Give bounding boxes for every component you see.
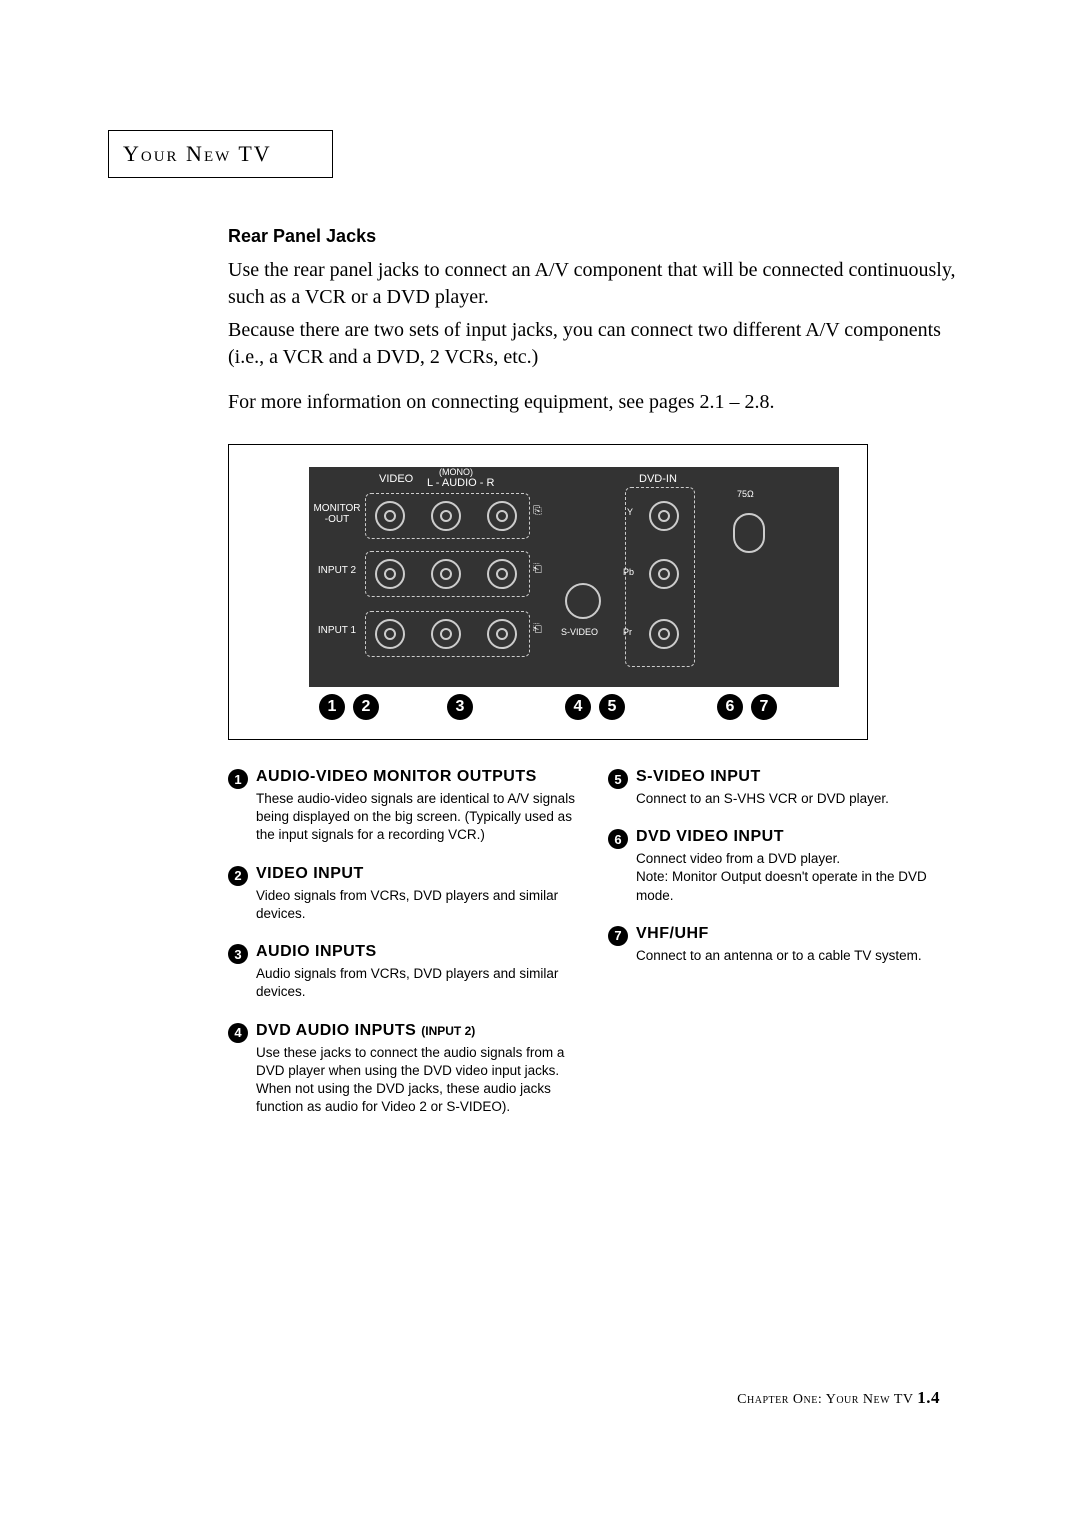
item-3: 3 AUDIO INPUTS Audio signals from VCRs, …: [228, 943, 578, 1001]
item-4: 4 DVD AUDIO INPUTS (INPUT 2) Use these j…: [228, 1022, 578, 1117]
intro-p3: For more information on connecting equip…: [228, 389, 958, 416]
callout-7: 7: [751, 694, 777, 720]
label-75ohm: 75Ω: [737, 489, 754, 499]
rear-panel-diagram: VIDEO (MONO) L - AUDIO - R DVD-IN 75Ω MO…: [228, 444, 868, 740]
label-y: Y: [627, 507, 633, 517]
chapter-title: Your New TV: [123, 141, 272, 166]
item-2: 2 VIDEO INPUT Video signals from VCRs, D…: [228, 865, 578, 923]
label-pb: Pb: [623, 567, 634, 577]
item-7: 7 VHF/UHF Connect to an antenna or to a …: [608, 925, 958, 965]
jack-input2-audio-l: [431, 559, 461, 589]
label-dvdin: DVD-IN: [639, 473, 677, 485]
arrow-out-icon: ⎘: [533, 505, 542, 518]
arrow-in-icon: ⎗: [533, 623, 542, 636]
label-pr: Pr: [623, 627, 632, 637]
item-6: 6 DVD VIDEO INPUT Connect video from a D…: [608, 828, 958, 905]
jack-input2-audio-r: [487, 559, 517, 589]
jack-descriptions-left: 1 AUDIO-VIDEO MONITOR OUTPUTS These audi…: [228, 768, 578, 1136]
callout-4: 4: [565, 694, 591, 720]
label-video: VIDEO: [379, 473, 413, 485]
jack-dvd-pr: [649, 619, 679, 649]
jack-input2-video: [375, 559, 405, 589]
label-input1: INPUT 1: [309, 625, 365, 636]
callout-6: 6: [717, 694, 743, 720]
arrow-in-icon: ⎗: [533, 563, 542, 576]
chapter-header: Your New TV: [108, 130, 333, 178]
jack-input1-video: [375, 619, 405, 649]
callout-3: 3: [447, 694, 473, 720]
jack-descriptions-right: 5 S-VIDEO INPUT Connect to an S-VHS VCR …: [608, 768, 958, 1136]
label-input2: INPUT 2: [309, 565, 365, 576]
jack-vhf-uhf: [733, 513, 765, 553]
label-monitor-out: MONITOR-OUT: [309, 503, 365, 525]
section-title: Rear Panel Jacks: [228, 226, 958, 247]
jack-input1-audio-r: [487, 619, 517, 649]
jack-monitor-audio-r: [487, 501, 517, 531]
label-audio: L - AUDIO - R: [427, 477, 494, 489]
callout-1: 1: [319, 694, 345, 720]
page-footer: Chapter One: Your New TV 1.4: [737, 1388, 940, 1408]
item-5: 5 S-VIDEO INPUT Connect to an S-VHS VCR …: [608, 768, 958, 808]
callout-2: 2: [353, 694, 379, 720]
label-mono: (MONO): [439, 467, 473, 477]
label-svideo: S-VIDEO: [561, 627, 598, 637]
item-1: 1 AUDIO-VIDEO MONITOR OUTPUTS These audi…: [228, 768, 578, 845]
jack-monitor-video: [375, 501, 405, 531]
jack-monitor-audio-l: [431, 501, 461, 531]
intro-p1: Use the rear panel jacks to connect an A…: [228, 257, 958, 311]
jack-svideo: [565, 583, 601, 619]
jack-dvd-pb: [649, 559, 679, 589]
jack-input1-audio-l: [431, 619, 461, 649]
callout-5: 5: [599, 694, 625, 720]
intro-p2: Because there are two sets of input jack…: [228, 317, 958, 371]
jack-dvd-y: [649, 501, 679, 531]
